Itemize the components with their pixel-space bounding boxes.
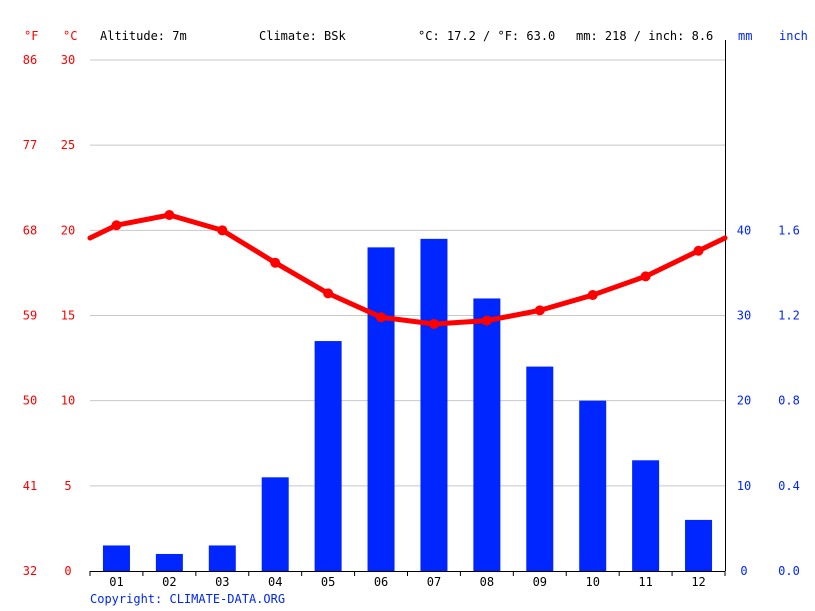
copyright-text: Copyright: CLIMATE-DATA.ORG [90, 592, 286, 606]
temperature-point [640, 271, 651, 282]
temperature-point [428, 319, 439, 330]
temperature-point [217, 225, 228, 236]
y-tick-label-f: 32 [23, 564, 37, 578]
x-tick-label: 06 [374, 575, 388, 589]
temperature-point [111, 220, 122, 231]
x-tick-label: 03 [215, 575, 229, 589]
y-tick-label-mm: 30 [737, 309, 751, 323]
y-tick-label-inch: 1.2 [778, 309, 800, 323]
y-tick-label-mm: 40 [737, 223, 751, 237]
temperature-point [481, 315, 492, 326]
y-tick-label-f: 86 [23, 53, 37, 67]
y-tick-label-c: 25 [61, 138, 75, 152]
x-tick-label: 04 [268, 575, 282, 589]
x-tick-label: 10 [585, 575, 599, 589]
precip-bar [473, 298, 501, 571]
y-tick-label-f: 41 [23, 479, 37, 493]
y-tick-label-f: 77 [23, 138, 37, 152]
x-tick-label: 09 [533, 575, 547, 589]
precip-bar [420, 238, 448, 571]
x-tick-label: 02 [162, 575, 176, 589]
y-tick-label-c: 20 [61, 223, 75, 237]
y-tick-label-c: 10 [61, 394, 75, 408]
x-tick-label: 08 [480, 575, 494, 589]
header-unit-c: °C [63, 29, 78, 43]
y-tick-label-inch: 1.6 [778, 223, 800, 237]
precip-bar [367, 247, 395, 571]
x-tick-label: 05 [321, 575, 335, 589]
temperature-point [534, 305, 545, 316]
header-temp-avg: °C: 17.2 / °F: 63.0 [418, 29, 556, 43]
precip-bar [632, 460, 660, 571]
y-tick-label-inch: 0.8 [778, 394, 800, 408]
y-tick-label-c: 5 [64, 479, 71, 493]
precip-bar [261, 477, 289, 571]
header-precip-total: mm: 218 / inch: 8.6 [576, 29, 714, 43]
precip-bar [102, 545, 130, 571]
header-unit-mm: mm [738, 29, 753, 43]
temperature-point [587, 290, 598, 301]
precip-bar [579, 400, 607, 571]
precip-bar [155, 553, 183, 571]
y-tick-label-c: 0 [64, 564, 71, 578]
temperature-point [323, 288, 334, 299]
temperature-point [376, 312, 387, 323]
y-tick-label-inch: 0.4 [778, 479, 800, 493]
precip-bar [208, 545, 236, 571]
header-unit-inch: inch [779, 29, 808, 43]
precip-bar [314, 341, 342, 571]
header-climate: Climate: BSk [259, 29, 346, 43]
y-tick-label-f: 50 [23, 394, 37, 408]
temperature-point [693, 245, 704, 256]
y-tick-label-f: 59 [23, 309, 37, 323]
header-altitude: Altitude: 7m [100, 29, 187, 43]
y-tick-label-f: 68 [23, 223, 37, 237]
y-tick-label-mm: 20 [737, 394, 751, 408]
header-unit-f: °F [24, 29, 39, 43]
y-tick-label-inch: 0.0 [778, 564, 800, 578]
y-tick-label-c: 30 [61, 53, 75, 67]
temperature-point [164, 210, 175, 221]
x-tick-label: 11 [638, 575, 652, 589]
temperature-line [87, 212, 728, 327]
precip-bar [526, 366, 554, 571]
y-tick-label-mm: 0 [740, 564, 747, 578]
x-tick-label: 12 [691, 575, 705, 589]
x-tick-label: 07 [427, 575, 441, 589]
y-tick-label-c: 15 [61, 309, 75, 323]
precip-bar [685, 519, 713, 571]
temperature-point [270, 257, 281, 268]
x-tick-label: 01 [109, 575, 123, 589]
y-tick-label-mm: 10 [737, 479, 751, 493]
